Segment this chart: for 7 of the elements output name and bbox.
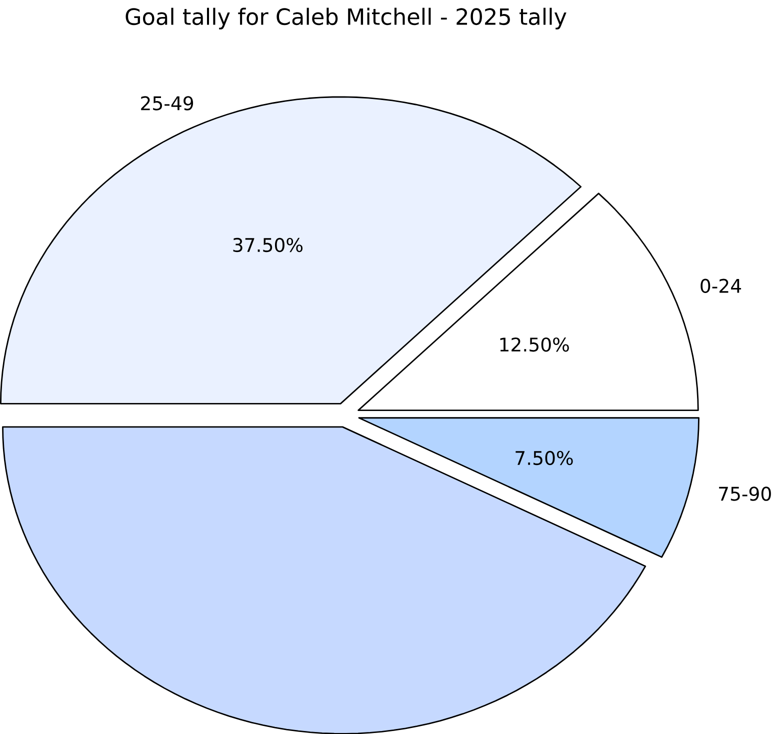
slice-label: 0-24 xyxy=(700,278,742,293)
data-label: 7.50% xyxy=(516,450,573,465)
data-label: 12.50% xyxy=(500,337,569,352)
slice-label: 25-49 xyxy=(141,96,194,110)
slice-label: 75-90 xyxy=(719,486,771,501)
chart-title: Goal tally for Caleb Mitchell - 2025 tally xyxy=(126,8,566,30)
data-label: 37.50% xyxy=(233,238,302,252)
